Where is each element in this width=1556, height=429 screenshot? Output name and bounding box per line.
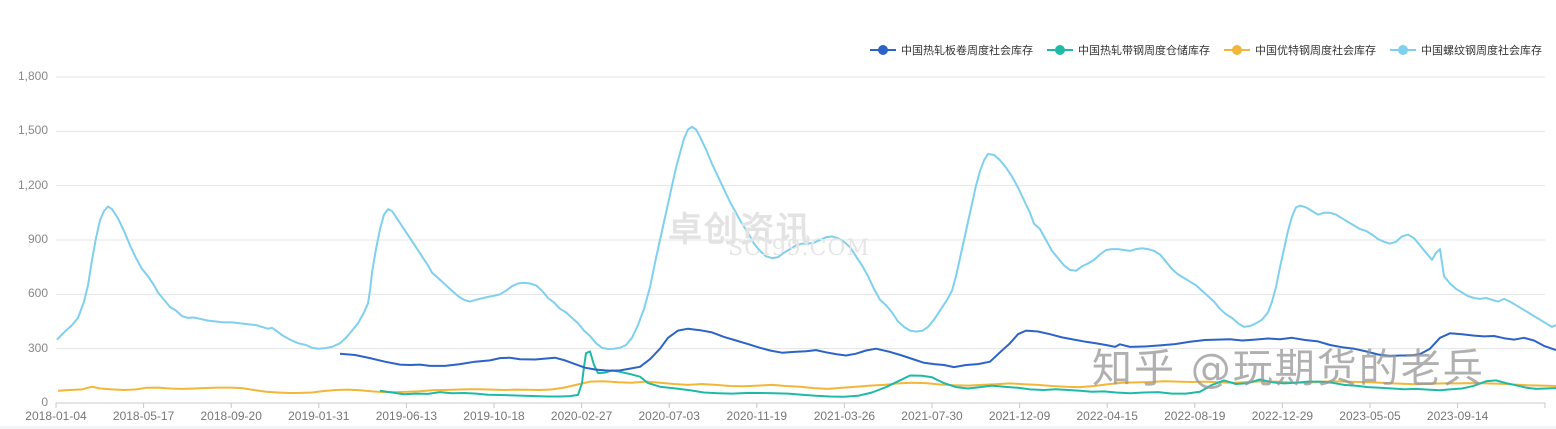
x-tick-label: 2021-07-30 — [901, 409, 963, 423]
x-tick-label: 2019-01-31 — [288, 409, 350, 423]
x-tick-label: 2023-09-14 — [1426, 409, 1489, 423]
legend-label: 中国热轧板卷周度社会库存 — [901, 44, 1033, 57]
legend-item-rebar[interactable]: 中国螺纹钢周度社会库存 — [1390, 42, 1542, 58]
x-tick-label: 2018-09-20 — [200, 409, 262, 423]
legend: 中国热轧板卷周度社会库存 中国热轧带钢周度仓储库存 中国优特钢周度社会库存 中国… — [870, 42, 1542, 58]
watermark-author: 知乎 @玩期货的老兵 — [1092, 346, 1485, 392]
footer-band — [0, 426, 1556, 429]
x-tick-label: 2018-05-17 — [112, 409, 175, 423]
legend-dot-icon — [1055, 45, 1065, 55]
legend-label: 中国优特钢周度社会库存 — [1255, 44, 1376, 57]
x-tick-label: 2020-07-03 — [638, 409, 700, 423]
legend-item-hot-rolled-strip[interactable]: 中国热轧带钢周度仓储库存 — [1047, 42, 1210, 58]
legend-item-special-steel[interactable]: 中国优特钢周度社会库存 — [1224, 42, 1376, 58]
series-line[interactable] — [56, 125, 1556, 350]
series-line[interactable] — [379, 350, 1556, 398]
legend-item-hot-rolled-coil[interactable]: 中国热轧板卷周度社会库存 — [870, 42, 1033, 58]
x-axis — [55, 403, 1546, 408]
x-tick-label: 2021-12-09 — [988, 409, 1051, 423]
legend-marker-icon — [1047, 45, 1073, 55]
legend-label: 中国螺纹钢周度社会库存 — [1421, 44, 1542, 57]
y-tick-label: 1,500 — [17, 123, 48, 138]
x-tick-label: 2018-01-04 — [25, 409, 87, 423]
y-tick-label: 1,800 — [17, 69, 48, 83]
legend-dot-icon — [1232, 45, 1242, 55]
series-lines — [56, 125, 1556, 398]
legend-dot-icon — [878, 45, 888, 55]
legend-label: 中国热轧带钢周度仓储库存 — [1078, 44, 1210, 57]
x-tick-label: 2019-06-13 — [375, 409, 438, 423]
y-tick-label: 0 — [41, 395, 48, 409]
watermark-brand-sub: SCI99.COM — [728, 236, 870, 261]
legend-marker-icon — [1390, 45, 1416, 55]
series-line[interactable] — [339, 327, 1556, 372]
y-tick-label: 1,200 — [17, 177, 48, 192]
x-tick-label: 2023-05-05 — [1339, 409, 1401, 423]
grid-lines — [56, 76, 1545, 404]
x-tick-label: 2022-12-29 — [1251, 409, 1314, 423]
y-tick-label: 900 — [27, 232, 48, 246]
x-tick-label: 2021-03-26 — [813, 409, 876, 423]
watermark-brand: 卓创资讯 — [668, 210, 812, 250]
x-tick-label: 2019-10-18 — [463, 409, 525, 423]
legend-dot-icon — [1398, 45, 1408, 55]
legend-marker-icon — [1224, 45, 1250, 55]
y-tick-label: 600 — [27, 286, 48, 301]
y-tick-label: 300 — [27, 340, 48, 355]
legend-marker-icon — [870, 45, 896, 55]
x-tick-label: 2020-02-27 — [550, 409, 613, 423]
x-tick-label: 2020-11-19 — [726, 409, 788, 423]
x-tick-label: 2022-08-19 — [1164, 409, 1226, 423]
x-tick-label: 2022-04-15 — [1076, 409, 1138, 423]
